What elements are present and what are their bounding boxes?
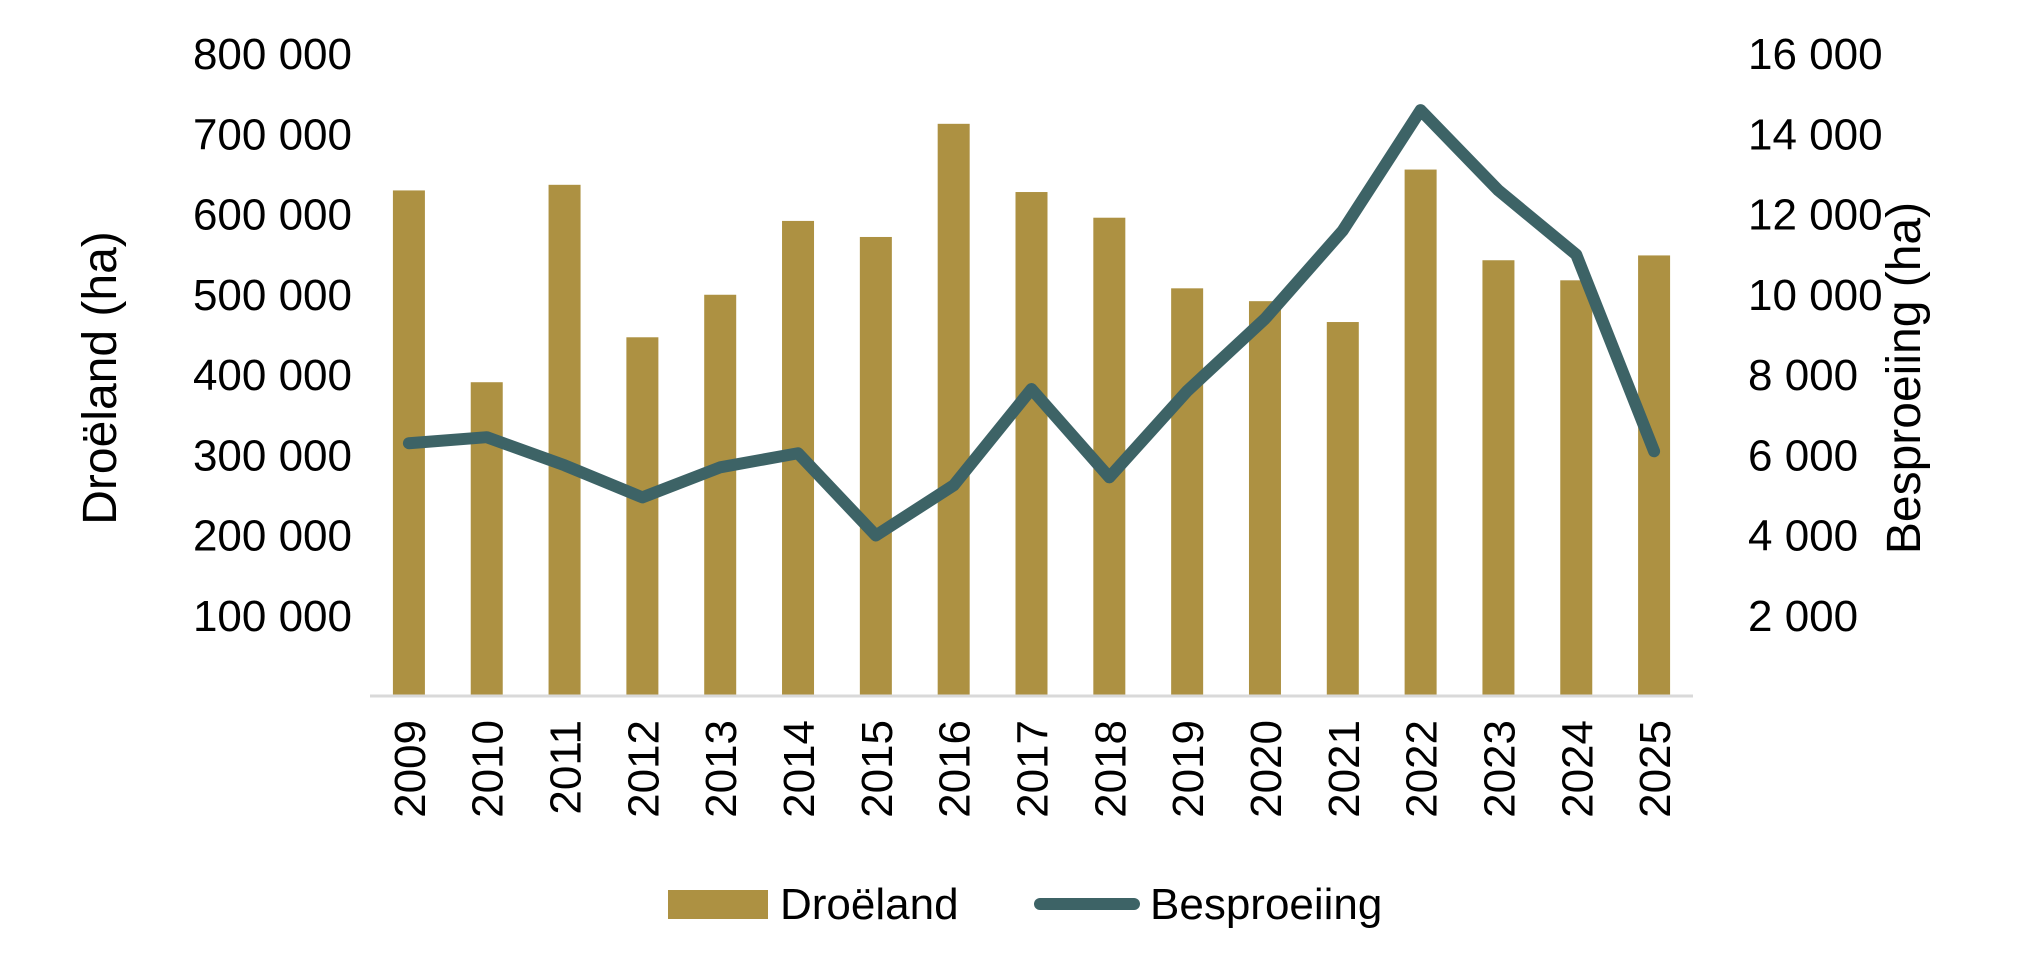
bar-2024 xyxy=(1560,280,1593,696)
bar-2017 xyxy=(1015,192,1048,696)
right-tick-label: 16 000 xyxy=(1748,30,1883,79)
bar-2025 xyxy=(1638,255,1671,697)
legend-label-besproeiing: Besproeiing xyxy=(1150,880,1382,929)
right-tick-label: 6 000 xyxy=(1748,431,1858,480)
bar-2016 xyxy=(937,123,970,696)
left-tick-label: 300 000 xyxy=(193,431,352,480)
x-tick-label-2018: 2018 xyxy=(1086,720,1135,818)
right-tick-label: 14 000 xyxy=(1748,110,1883,159)
right-tick-label: 8 000 xyxy=(1748,351,1858,400)
left-tick-label: 800 000 xyxy=(193,30,352,79)
bar-2021 xyxy=(1326,322,1359,696)
left-tick-label: 600 000 xyxy=(193,191,352,240)
left-tick-label: 700 000 xyxy=(193,110,352,159)
bar-2012 xyxy=(626,337,659,696)
x-axis-ticks: 2009 2010 2011 2012 2013 2014 2015 2016 2017 2018… xyxy=(386,720,1680,818)
right-tick-label: 2 000 xyxy=(1748,592,1858,641)
right-y-axis-ticks: 2 000 4 000 6 000 8 000 10 000 12 000 14 000 16… xyxy=(1748,30,1883,641)
x-tick-label-2019: 2019 xyxy=(1164,720,1213,818)
left-tick-label: 400 000 xyxy=(193,351,352,400)
bar-2013 xyxy=(704,294,737,696)
left-y-axis-ticks: 100 000 200 000 300 000 400 000 500 000 600 0… xyxy=(193,30,352,641)
x-tick-label-2022: 2022 xyxy=(1398,720,1447,818)
right-axis-title: Besproeiing (ha) xyxy=(1878,202,1931,554)
left-tick-label: 100 000 xyxy=(193,592,352,641)
x-tick-label-2024: 2024 xyxy=(1553,720,1602,818)
bar-2015 xyxy=(859,236,892,696)
x-tick-label-2021: 2021 xyxy=(1320,720,1369,818)
x-tick-label-2011: 2011 xyxy=(542,720,591,815)
left-axis-title: Droëland (ha) xyxy=(74,231,127,524)
right-tick-label: 10 000 xyxy=(1748,271,1883,320)
x-tick-label-2020: 2020 xyxy=(1242,720,1291,818)
x-tick-label-2017: 2017 xyxy=(1009,720,1058,818)
x-tick-label-2015: 2015 xyxy=(853,720,902,818)
bar-2020 xyxy=(1248,301,1281,696)
x-tick-label-2013: 2013 xyxy=(697,720,746,818)
bar-2022 xyxy=(1404,169,1437,696)
legend-swatch-droeland xyxy=(668,890,768,919)
bar-2023 xyxy=(1482,260,1515,696)
legend: Droëland Besproeiing xyxy=(668,880,1382,929)
right-tick-label: 12 000 xyxy=(1748,191,1883,240)
x-tick-label-2023: 2023 xyxy=(1475,720,1524,818)
x-tick-label-2012: 2012 xyxy=(619,720,668,818)
x-tick-label-2025: 2025 xyxy=(1631,720,1680,818)
left-tick-label: 500 000 xyxy=(193,271,352,320)
x-tick-label-2016: 2016 xyxy=(931,720,980,818)
bar-2010 xyxy=(470,382,503,696)
x-tick-label-2010: 2010 xyxy=(464,720,513,818)
x-tick-label-2014: 2014 xyxy=(775,720,824,818)
left-tick-label: 200 000 xyxy=(193,512,352,561)
x-tick-label-2009: 2009 xyxy=(386,720,435,818)
line-series-besproeiing xyxy=(402,104,1661,542)
bar-2011 xyxy=(548,184,581,696)
legend-label-droeland: Droëland xyxy=(780,880,959,929)
bar-2019 xyxy=(1171,288,1204,696)
right-tick-label: 4 000 xyxy=(1748,512,1858,561)
bar-series-droeland xyxy=(392,123,1671,697)
